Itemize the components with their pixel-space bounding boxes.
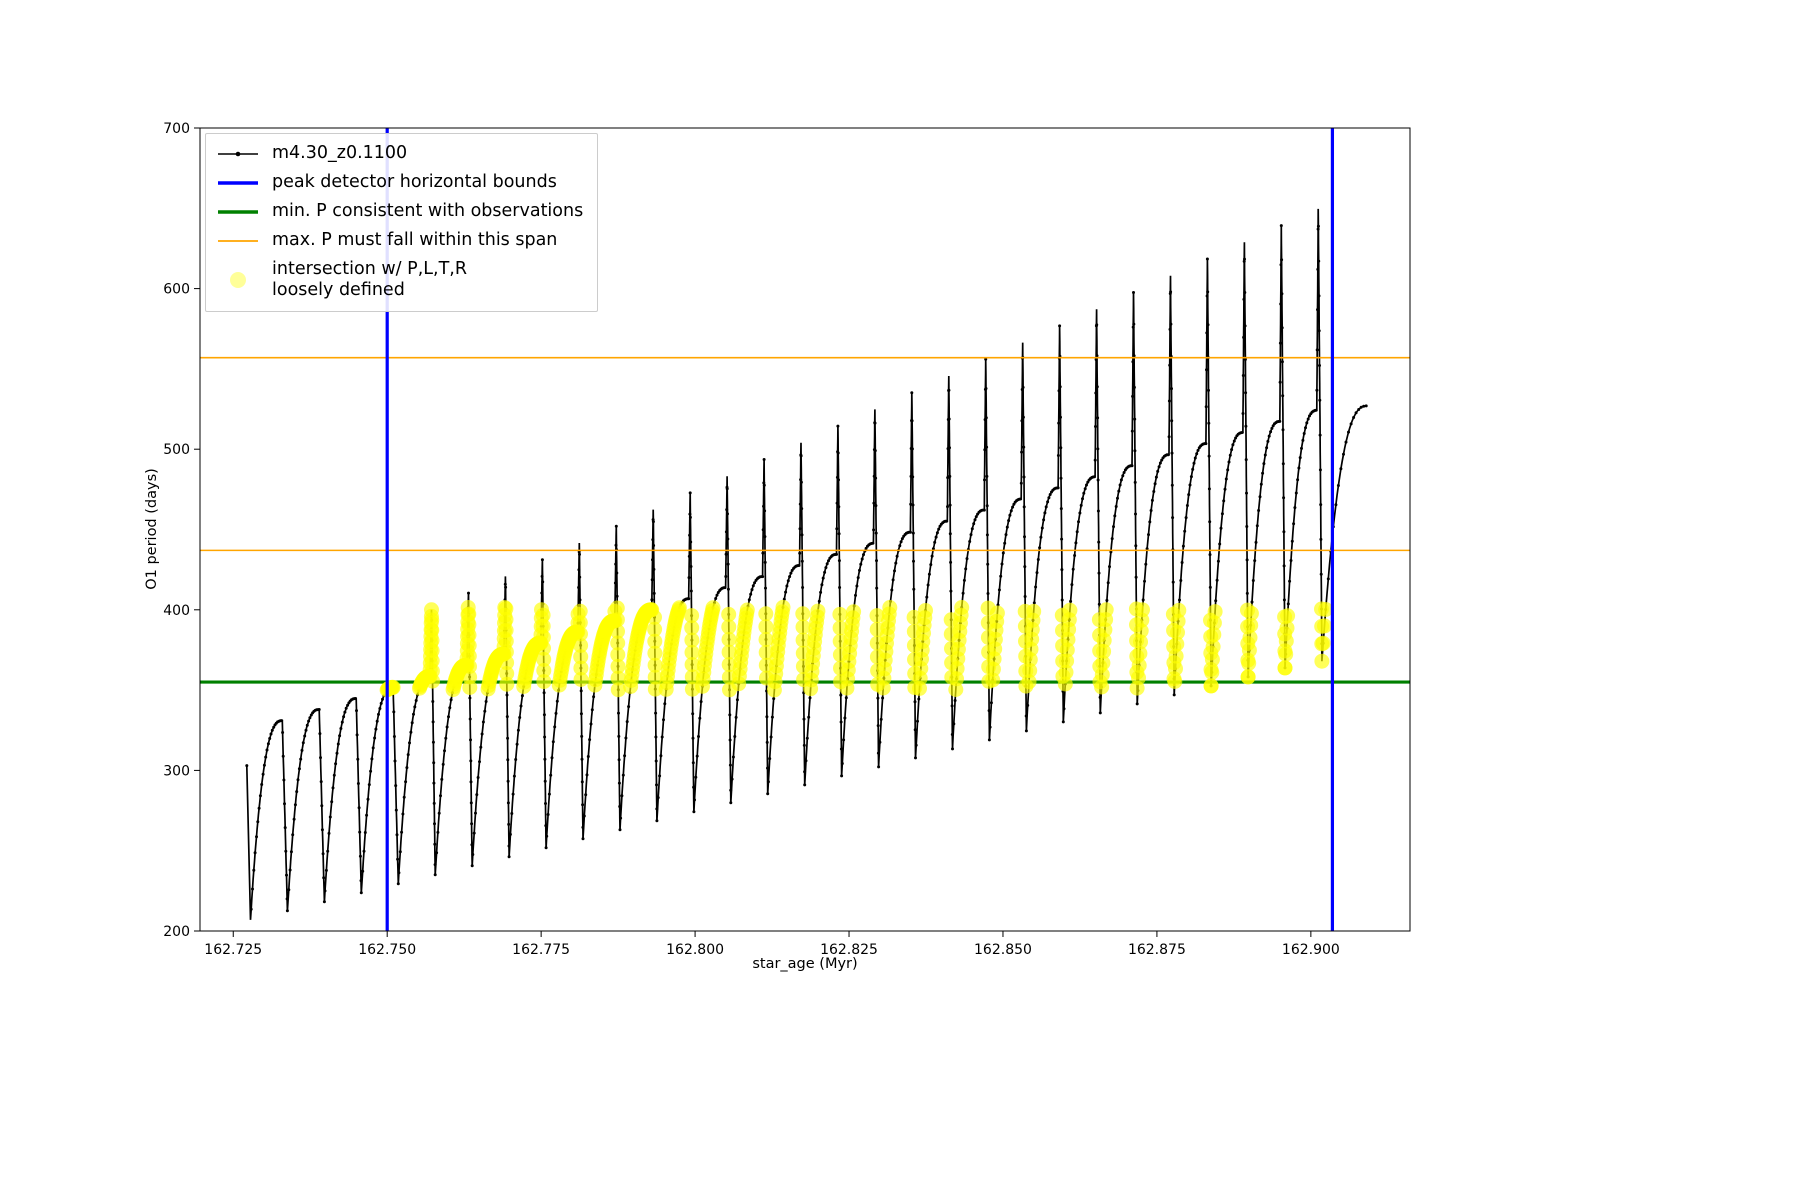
y-tick-label: 600	[163, 282, 190, 298]
y-tick-label: 500	[163, 442, 190, 458]
intersection-points	[379, 599, 1334, 698]
legend-label-min-period: min. P consistent with observations	[272, 200, 584, 221]
yellow-dot-icon	[216, 262, 260, 298]
x-tick-label: 162.750	[358, 942, 416, 958]
x-tick-label: 162.825	[820, 942, 878, 958]
legend-label-max-span: max. P must fall within this span	[272, 229, 558, 250]
x-tick-label: 162.725	[204, 942, 262, 958]
legend-item-peak-bounds: peak detector horizontal bounds	[216, 172, 583, 194]
x-tick-label: 162.875	[1128, 942, 1186, 958]
legend-item-max-span: max. P must fall within this span	[216, 230, 583, 252]
axes-spines	[199, 127, 1411, 932]
x-tick-label: 162.775	[512, 942, 570, 958]
series-curve	[245, 208, 1368, 920]
legend: m4.30_z0.1100 peak detector horizontal b…	[205, 133, 599, 313]
y-tick-label: 200	[163, 924, 190, 940]
orange-line-icon	[216, 232, 260, 250]
y-tick-label: 300	[163, 763, 190, 779]
legend-item-intersection: intersection w/ P,L,T,R loosely defined	[216, 259, 583, 303]
legend-label-series: m4.30_z0.1100	[272, 143, 408, 163]
legend-item-min-period: min. P consistent with observations	[216, 201, 583, 223]
y-tick-label: 400	[163, 603, 190, 619]
legend-label-peak-bounds: peak detector horizontal bounds	[272, 171, 557, 192]
y-tick-label: 700	[163, 121, 190, 137]
blue-line-icon	[216, 174, 260, 192]
legend-item-series: m4.30_z0.1100	[216, 143, 583, 165]
y-axis-label: O1 period (days)	[144, 468, 160, 590]
x-tick-label: 162.850	[974, 942, 1032, 958]
x-axis-label: star_age (Myr)	[752, 956, 858, 972]
legend-label-intersection: intersection w/ P,L,T,R loosely defined	[272, 258, 467, 301]
x-tick-label: 162.800	[666, 942, 724, 958]
green-line-icon	[216, 203, 260, 221]
x-tick-label: 162.900	[1282, 942, 1340, 958]
series-line-icon	[216, 145, 260, 163]
